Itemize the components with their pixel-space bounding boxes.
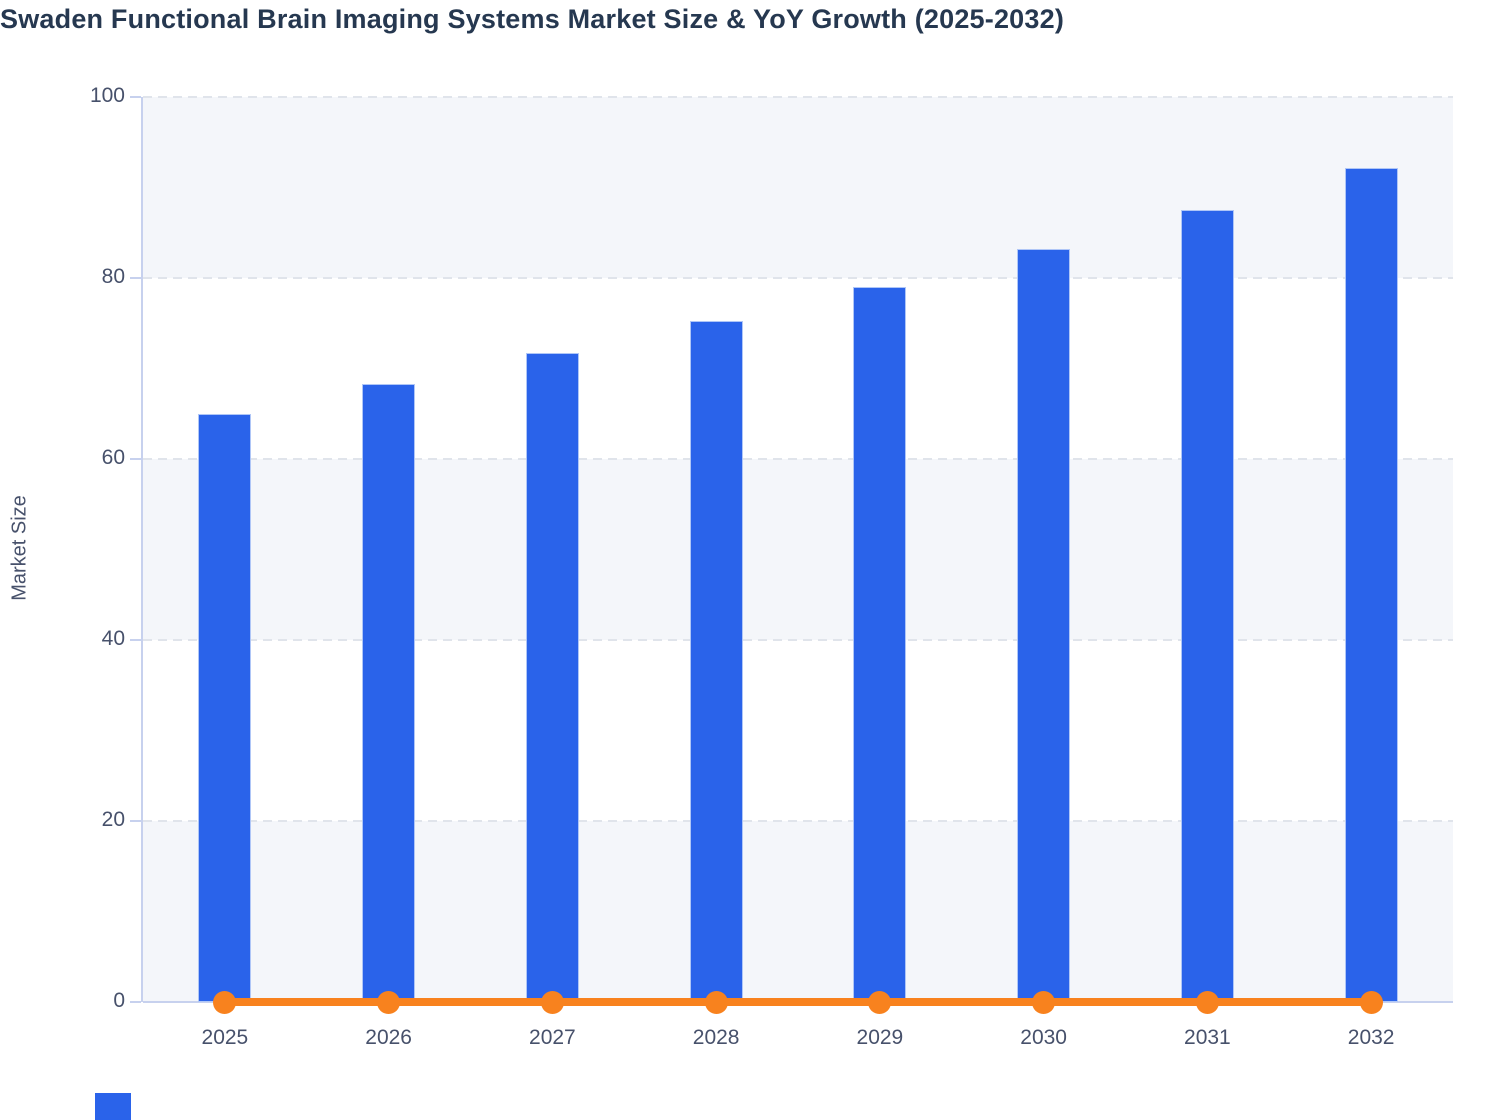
y-tick-label: 0 [113,989,125,1012]
y-axis-label: Market Size [8,495,31,601]
x-tick-label: 2032 [1347,1026,1395,1049]
y-tick [130,820,141,822]
yoy-marker-2025[interactable] [213,990,237,1014]
y-tick [130,639,141,641]
y-tick-label: 40 [101,627,125,650]
y-tick [130,96,141,98]
gridline-y-80 [143,277,1453,279]
gridline-y-100 [143,96,1453,98]
x-tick-label: 2029 [856,1026,904,1049]
yoy-marker-2028[interactable] [704,990,728,1014]
x-tick-label: 2030 [1020,1026,1067,1049]
plot-band [143,278,1453,459]
bar-2031[interactable] [1180,210,1234,1002]
bar-2027[interactable] [525,353,579,1002]
plot-band [143,821,1453,1002]
x-tick-label: 2027 [529,1026,576,1049]
y-tick-label: 60 [101,446,125,469]
x-tick-label: 2025 [201,1026,249,1049]
y-tick-label: 100 [89,84,125,107]
gridline-y-40 [143,639,1453,641]
bar-2030[interactable] [1017,249,1071,1002]
yoy-marker-2031[interactable] [1195,990,1219,1014]
yoy-marker-2026[interactable] [377,990,401,1014]
bar-2025[interactable] [198,413,252,1002]
y-axis-line [141,97,143,1002]
bar-2028[interactable] [689,321,743,1002]
legend-swatch-market-size [95,1093,131,1120]
y-tick-label: 20 [101,808,125,831]
chart-title: Swaden Functional Brain Imaging Systems … [0,4,1065,34]
plot-band [143,459,1453,640]
gridline-y-20 [143,820,1453,822]
plot-band [143,640,1453,821]
x-tick-label: 2031 [1184,1026,1231,1049]
y-tick [130,458,141,460]
yoy-marker-2029[interactable] [868,990,892,1014]
bar-2026[interactable] [362,383,416,1002]
y-tick [130,1001,141,1003]
x-tick-label: 2026 [365,1026,412,1049]
yoy-marker-2032[interactable] [1359,990,1383,1014]
yoy-marker-2027[interactable] [540,990,564,1014]
x-tick-label: 2028 [692,1026,740,1049]
y-tick-label: 80 [101,265,125,288]
plot-band [143,97,1453,278]
yoy-marker-2030[interactable] [1032,990,1056,1014]
bar-2029[interactable] [853,287,907,1002]
bar-2032[interactable] [1344,167,1398,1002]
gridline-y-60 [143,458,1453,460]
y-tick [130,277,141,279]
yoy-growth-line [224,998,1372,1006]
